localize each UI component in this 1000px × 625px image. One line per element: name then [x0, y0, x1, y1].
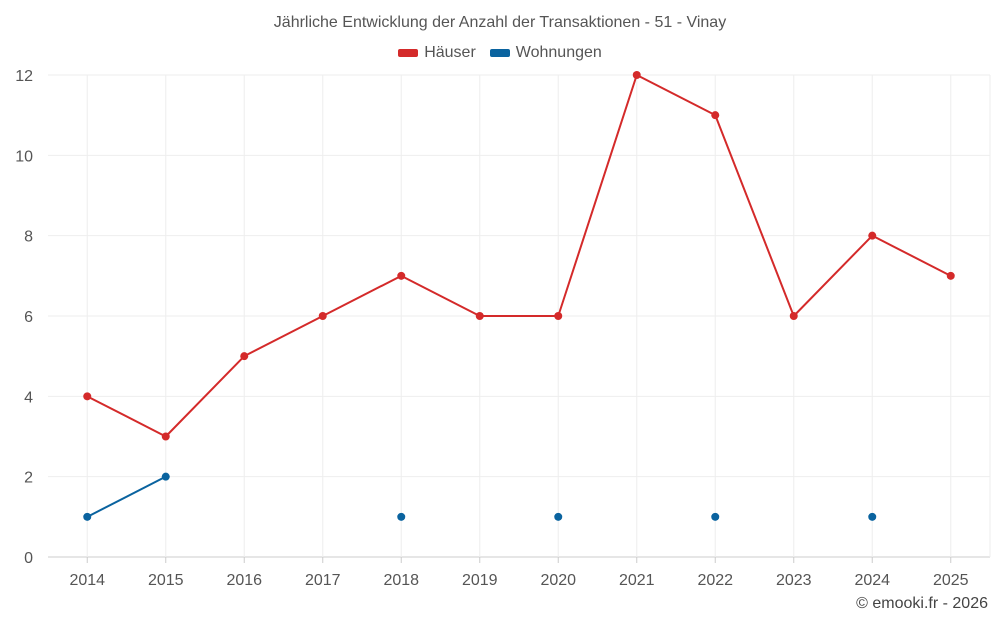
data-point-haeuser: [711, 111, 720, 120]
y-tick-label: 8: [24, 229, 33, 246]
y-tick-label: 12: [15, 68, 33, 85]
legend: Häuser Wohnungen: [0, 44, 1000, 62]
x-tick-label: 2017: [305, 572, 341, 589]
data-point-haeuser: [632, 71, 641, 79]
x-tick-label: 2019: [462, 572, 498, 589]
x-tick-label: 2016: [226, 572, 262, 589]
series-line-wohnungen: [86, 475, 167, 518]
data-point-wohnungen: [554, 512, 563, 521]
series-line-haeuser: [86, 74, 952, 438]
data-point-haeuser: [161, 432, 170, 441]
x-tick-label: 2015: [148, 572, 184, 589]
data-point-wohnungen: [868, 512, 877, 521]
chart-title: Jährliche Entwicklung der Anzahl der Tra…: [273, 14, 727, 31]
y-tick-label: 4: [24, 389, 33, 406]
y-tick-label: 10: [15, 148, 33, 165]
x-tick-label: 2020: [540, 572, 576, 589]
x-tick-label: 2018: [383, 572, 419, 589]
data-point-wohnungen: [83, 512, 92, 521]
legend-label-wohnungen: Wohnungen: [515, 44, 602, 61]
x-tick-label: 2021: [619, 572, 655, 589]
data-point-haeuser: [318, 312, 327, 320]
data-point-haeuser: [868, 231, 877, 240]
copyright-credit: © emooki.fr - 2026: [856, 595, 988, 612]
data-point-haeuser: [475, 312, 484, 320]
y-tick-label: 0: [24, 550, 33, 567]
x-tick-label: 2025: [933, 572, 969, 589]
data-point-haeuser: [946, 271, 955, 280]
data-point-haeuser: [83, 392, 92, 401]
y-tick-label: 6: [24, 309, 33, 326]
x-tick-label: 2014: [69, 572, 105, 589]
y-tick-label: 2: [24, 470, 33, 487]
data-point-haeuser: [240, 352, 249, 361]
data-point-haeuser: [554, 312, 563, 320]
legend-item-wohnungen[interactable]: Wohnungen: [489, 44, 602, 62]
x-tick-label: 2022: [697, 572, 733, 589]
data-point-wohnungen: [711, 512, 720, 521]
data-point-wohnungen: [161, 472, 170, 481]
data-point-haeuser: [397, 271, 406, 280]
legend-item-haeuser[interactable]: Häuser: [398, 44, 476, 62]
legend-swatch-haeuser: [398, 49, 419, 57]
x-tick-label: 2024: [854, 572, 890, 589]
data-point-wohnungen: [397, 512, 406, 521]
data-point-haeuser: [789, 312, 798, 320]
x-tick-label: 2023: [776, 572, 812, 589]
legend-swatch-wohnungen: [489, 49, 510, 57]
legend-label-haeuser: Häuser: [424, 44, 476, 61]
